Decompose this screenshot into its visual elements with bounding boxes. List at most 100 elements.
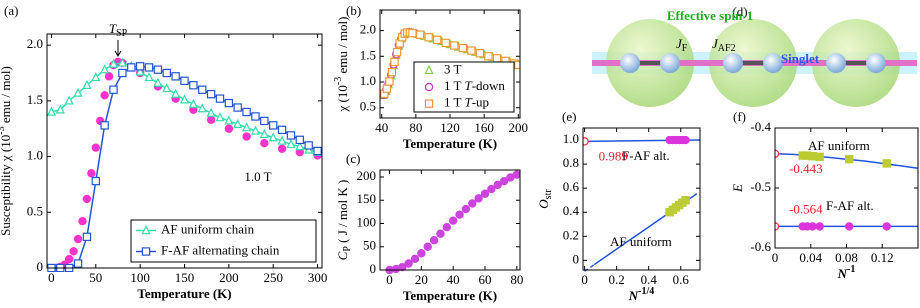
panel: (b) 40 80 120 160 200 0.5 1.0 1.5 2.0 Temperature … — [333, 3, 528, 151]
legend-marker — [424, 64, 434, 75]
data-point — [215, 112, 225, 122]
data-point — [171, 72, 180, 81]
value-label: -0.564 — [789, 201, 823, 216]
panel: (e) 0 0.2 0.4 0.6 0 0.2 0.4 0.6 0.8 1.0 N-1/4 Ostr — [536, 109, 701, 303]
singlet-label: Singlet — [781, 51, 820, 66]
data-point — [269, 121, 278, 130]
data-point — [117, 57, 127, 67]
data-point — [461, 204, 471, 214]
x-tick-label: 0 — [386, 272, 393, 287]
y-tick-label: 1.0 — [27, 148, 43, 163]
data-point — [474, 194, 483, 203]
y-tick-label: 0.5 — [360, 99, 376, 114]
spin-diagram: (d) Effective spin-1 JF JAF2 Singlet — [592, 4, 917, 107]
data-point — [512, 170, 520, 179]
y-tick-label: 1.0 — [360, 73, 376, 88]
data-point — [206, 107, 216, 117]
atom — [763, 53, 783, 73]
atom — [866, 53, 886, 73]
data-point — [87, 169, 96, 178]
data-point — [100, 121, 109, 130]
panel: (a) 0 50 100 150 200 250 300 0 0.5 1.0 1.5 2.0 Temper… — [0, 3, 327, 301]
x-tick-label: 200 — [219, 270, 239, 285]
y-tick-label: 2.0 — [360, 22, 376, 37]
x-tick-label: 0.04 — [799, 250, 822, 265]
data-point — [493, 180, 502, 190]
y-tick-label: 200 — [357, 168, 377, 183]
data-point — [417, 249, 426, 258]
legend-marker — [424, 99, 434, 108]
data-point — [313, 146, 322, 156]
x-tick-label: 40 — [447, 272, 460, 287]
text-part: AF2 — [718, 43, 736, 54]
data-point — [392, 47, 402, 57]
series-label: F-AF alt. — [622, 148, 670, 163]
legend-marker — [141, 247, 151, 256]
x-tick-label: 100 — [130, 270, 150, 285]
data-point — [224, 115, 234, 125]
atom — [723, 53, 743, 73]
data-point — [251, 112, 260, 121]
plot-frame — [46, 33, 323, 269]
legend-marker — [424, 82, 434, 92]
x-axis-label: Temperature (K) — [403, 136, 497, 151]
y-tick-label: 50 — [363, 238, 376, 253]
series-label: AF uniform — [808, 138, 870, 153]
x-tick-label: 250 — [263, 270, 283, 285]
text-part: J — [676, 36, 683, 51]
text-part: χ (10 — [335, 85, 350, 112]
data-point — [681, 196, 690, 205]
text-part: ( J / mol K ) — [335, 180, 350, 246]
y-tick-label: 1.5 — [360, 47, 376, 62]
data-point — [135, 62, 145, 71]
data-point — [295, 141, 305, 151]
data-point — [118, 68, 127, 78]
y-tick-label: 150 — [357, 191, 377, 206]
data-point — [73, 259, 83, 268]
value-label: 0.989 — [599, 148, 628, 163]
data-point — [82, 232, 92, 241]
data-point — [382, 84, 392, 93]
data-point — [423, 242, 432, 251]
x-tick-label: 150 — [175, 270, 195, 285]
data-point — [189, 81, 198, 90]
text-part: J — [712, 36, 719, 51]
data-point — [681, 135, 690, 145]
x-tick-label: 0.4 — [641, 272, 658, 287]
plot-area — [47, 57, 322, 272]
data-point — [487, 184, 496, 194]
x-tick-label: 200 — [509, 120, 529, 135]
data-point — [475, 48, 485, 58]
data-point — [109, 85, 118, 94]
data-point — [91, 72, 101, 82]
y-tick-label: 0.6 — [563, 179, 580, 194]
legend-label: 1 T T-up — [444, 95, 489, 110]
data-point — [260, 138, 269, 148]
bond-rod — [838, 61, 874, 65]
data-point — [259, 128, 269, 138]
data-point — [808, 152, 817, 161]
data-point — [277, 125, 287, 135]
plot-area — [385, 170, 520, 274]
data-point — [197, 103, 207, 113]
x-tick-label: 0 — [48, 270, 55, 285]
data-point — [387, 68, 397, 77]
plot-area — [775, 149, 918, 231]
data-point — [583, 137, 589, 146]
data-point — [198, 85, 207, 94]
data-point — [432, 35, 442, 45]
x-axis-label: Temperature (K) — [137, 286, 231, 301]
data-point — [429, 236, 439, 245]
data-point — [408, 28, 417, 38]
diagram-title: Effective spin-1 — [667, 8, 753, 23]
data-point — [55, 104, 65, 114]
series-label: AF uniform — [610, 234, 672, 249]
data-point — [492, 54, 502, 63]
bond-rod — [735, 61, 771, 65]
text-part: -1/4 — [638, 286, 654, 297]
y-tick-label: 0.4 — [563, 203, 580, 218]
text-part: -1 — [847, 264, 855, 275]
text-part: SP — [116, 28, 128, 39]
data-point — [286, 131, 296, 140]
data-point — [499, 176, 509, 186]
